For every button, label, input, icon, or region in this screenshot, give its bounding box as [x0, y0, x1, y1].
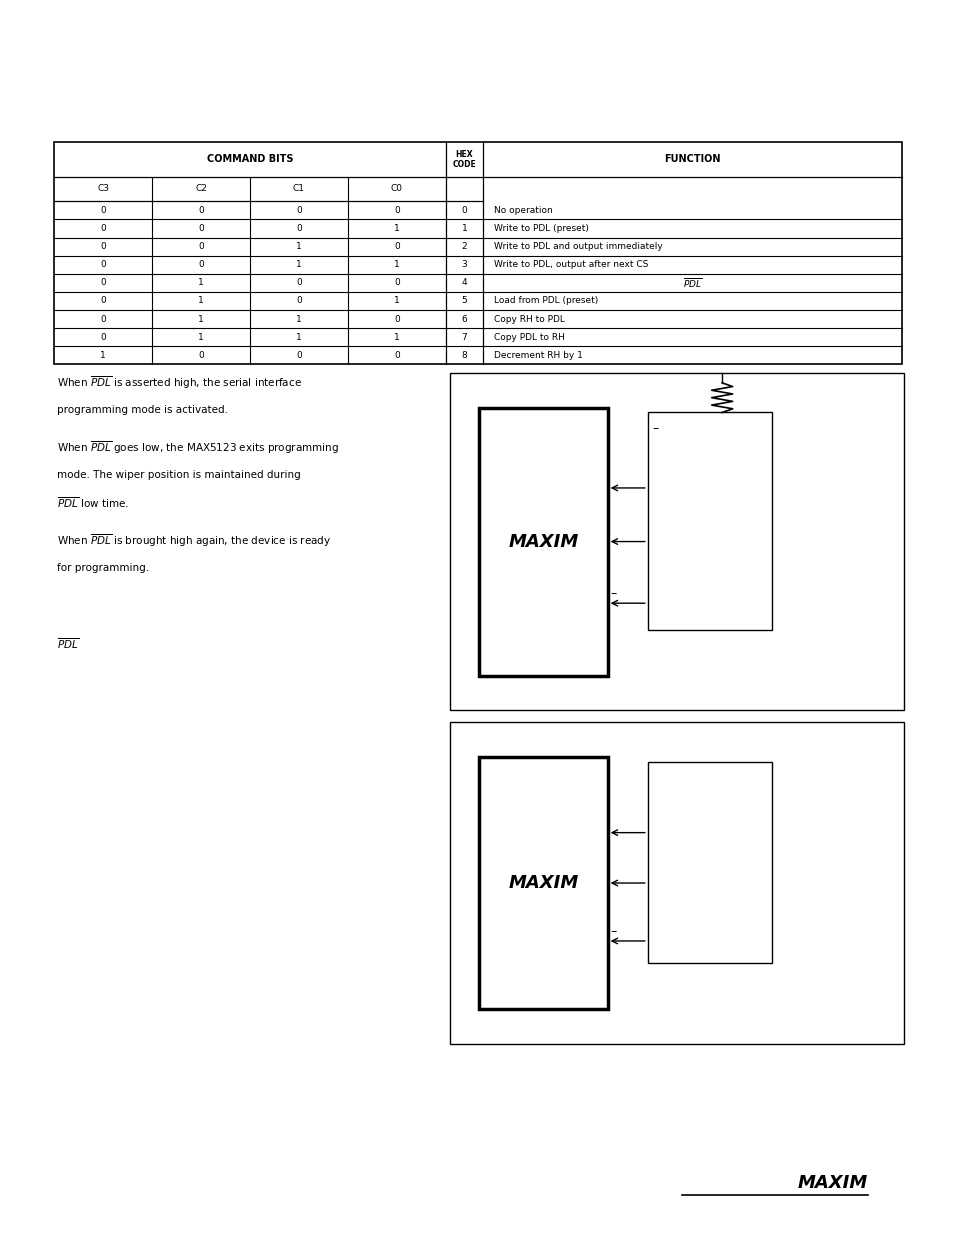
- Bar: [450, 373, 903, 710]
- Text: 0: 0: [100, 224, 106, 233]
- Text: 6: 6: [461, 315, 467, 324]
- Text: Decrement RH by 1: Decrement RH by 1: [494, 351, 582, 359]
- Text: Write to PDL, output after next CS: Write to PDL, output after next CS: [494, 261, 648, 269]
- Text: 1: 1: [198, 278, 204, 288]
- Text: 0: 0: [100, 278, 106, 288]
- Text: –: –: [652, 422, 659, 435]
- Text: 5: 5: [461, 296, 467, 305]
- Text: for programming.: for programming.: [57, 563, 150, 573]
- Text: 0: 0: [100, 332, 106, 342]
- Text: 1: 1: [461, 224, 467, 233]
- Text: $\overline{PDL}$: $\overline{PDL}$: [57, 636, 79, 651]
- Text: Copy RH to PDL: Copy RH to PDL: [494, 315, 565, 324]
- Text: When $\overline{PDL}$ is asserted high, the serial interface: When $\overline{PDL}$ is asserted high, …: [57, 374, 302, 391]
- Text: 0: 0: [295, 351, 301, 359]
- Text: 1: 1: [394, 224, 399, 233]
- Text: 7: 7: [461, 332, 467, 342]
- Text: 0: 0: [100, 206, 106, 215]
- Text: 1: 1: [394, 332, 399, 342]
- Text: 0: 0: [394, 206, 399, 215]
- Text: 0: 0: [394, 242, 399, 251]
- Text: 0: 0: [100, 315, 106, 324]
- Text: 0: 0: [295, 206, 301, 215]
- Bar: [647, 412, 771, 630]
- Text: –: –: [610, 925, 617, 937]
- Text: When $\overline{PDL}$ is brought high again, the device is ready: When $\overline{PDL}$ is brought high ag…: [57, 532, 332, 548]
- Bar: [478, 408, 607, 676]
- Text: $\overline{PDL}$: $\overline{PDL}$: [682, 275, 701, 290]
- Text: 1: 1: [295, 332, 301, 342]
- Text: 0: 0: [461, 206, 467, 215]
- Text: 1: 1: [198, 315, 204, 324]
- Text: When $\overline{PDL}$ goes low, the MAX5123 exits programming: When $\overline{PDL}$ goes low, the MAX5…: [57, 440, 339, 457]
- Text: C1: C1: [293, 184, 305, 194]
- Text: 1: 1: [100, 351, 106, 359]
- Text: 1: 1: [394, 296, 399, 305]
- Text: C0: C0: [391, 184, 402, 194]
- Text: FUNCTION: FUNCTION: [663, 154, 720, 164]
- Text: MAXIM: MAXIM: [508, 532, 578, 551]
- Text: No operation: No operation: [494, 206, 553, 215]
- Text: Copy PDL to RH: Copy PDL to RH: [494, 332, 565, 342]
- Text: 2: 2: [461, 242, 467, 251]
- Text: Write to PDL (preset): Write to PDL (preset): [494, 224, 589, 233]
- Text: 1: 1: [295, 315, 301, 324]
- Text: Load from PDL (preset): Load from PDL (preset): [494, 296, 598, 305]
- Text: 0: 0: [295, 224, 301, 233]
- Text: 8: 8: [461, 351, 467, 359]
- Text: 0: 0: [394, 315, 399, 324]
- Text: 0: 0: [394, 278, 399, 288]
- Text: HEX
CODE: HEX CODE: [452, 149, 476, 169]
- Text: Write to PDL and output immediately: Write to PDL and output immediately: [494, 242, 662, 251]
- Text: programming mode is activated.: programming mode is activated.: [57, 405, 228, 415]
- Text: 3: 3: [461, 261, 467, 269]
- Text: 0: 0: [295, 296, 301, 305]
- Text: 0: 0: [295, 278, 301, 288]
- Text: 0: 0: [100, 296, 106, 305]
- Text: MAXIM: MAXIM: [508, 874, 578, 892]
- Text: 0: 0: [198, 206, 204, 215]
- Text: 0: 0: [198, 242, 204, 251]
- Text: 1: 1: [295, 261, 301, 269]
- Text: 0: 0: [100, 261, 106, 269]
- Text: $\overline{PDL}$ low time.: $\overline{PDL}$ low time.: [57, 495, 129, 510]
- Text: 0: 0: [394, 351, 399, 359]
- Text: 4: 4: [461, 278, 467, 288]
- Text: 0: 0: [198, 261, 204, 269]
- Text: 1: 1: [295, 242, 301, 251]
- Text: –: –: [610, 587, 617, 600]
- Text: 0: 0: [198, 224, 204, 233]
- Bar: [478, 757, 607, 1009]
- Text: 1: 1: [198, 296, 204, 305]
- Text: 0: 0: [100, 242, 106, 251]
- Bar: [647, 762, 771, 963]
- Text: 1: 1: [198, 332, 204, 342]
- Text: MAXIM: MAXIM: [797, 1174, 867, 1192]
- Bar: [54, 142, 901, 364]
- Text: 0: 0: [198, 351, 204, 359]
- Text: C3: C3: [97, 184, 110, 194]
- Text: mode. The wiper position is maintained during: mode. The wiper position is maintained d…: [57, 471, 301, 480]
- Text: COMMAND BITS: COMMAND BITS: [207, 154, 293, 164]
- Text: C2: C2: [195, 184, 207, 194]
- Bar: [450, 722, 903, 1044]
- Text: 1: 1: [394, 261, 399, 269]
